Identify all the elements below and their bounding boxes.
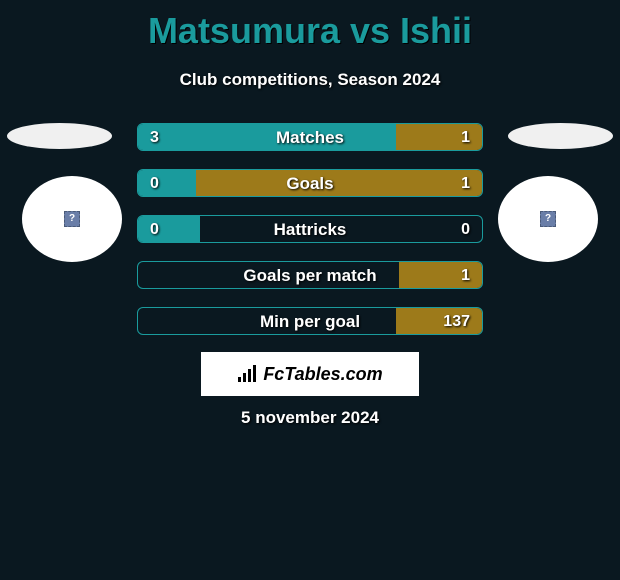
club-badge-right	[498, 176, 598, 262]
bar-row: 137Min per goal	[137, 307, 483, 335]
placeholder-icon	[540, 211, 556, 227]
bar-row: 31Matches	[137, 123, 483, 151]
flag-right	[508, 123, 613, 149]
club-badge-left	[22, 176, 122, 262]
flag-left	[7, 123, 112, 149]
logo-label: FcTables.com	[263, 364, 382, 385]
bar-label: Matches	[138, 124, 482, 151]
logo-box: FcTables.com	[201, 352, 419, 396]
bar-label: Goals per match	[138, 262, 482, 289]
bars-icon	[237, 365, 259, 383]
footer-date: 5 november 2024	[0, 408, 620, 428]
page-title: Matsumura vs Ishii	[0, 0, 620, 52]
placeholder-icon	[64, 211, 80, 227]
bar-label: Hattricks	[138, 216, 482, 243]
comparison-bars: 31Matches 01Goals 00Hattricks 1Goals per ma…	[137, 123, 483, 353]
bar-row: 00Hattricks	[137, 215, 483, 243]
bar-row: 1Goals per match	[137, 261, 483, 289]
bar-label: Goals	[138, 170, 482, 197]
bar-label: Min per goal	[138, 308, 482, 335]
bar-row: 01Goals	[137, 169, 483, 197]
subtitle: Club competitions, Season 2024	[0, 70, 620, 90]
logo-text: FcTables.com	[237, 364, 382, 385]
